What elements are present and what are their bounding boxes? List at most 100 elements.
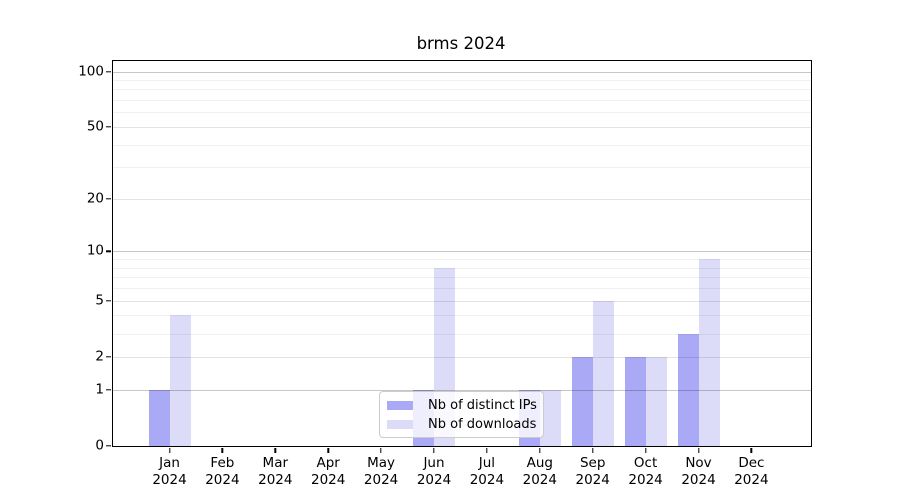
gridline-6	[113, 288, 811, 290]
month-name: Mar	[262, 455, 289, 471]
month-name: Jul	[478, 455, 496, 471]
y-tick-label-50: 50	[86, 118, 104, 135]
gridline-1	[113, 389, 811, 391]
month-name: Dec	[738, 455, 765, 471]
y-tick-label-100: 100	[78, 62, 104, 79]
y-tick-50	[106, 126, 111, 128]
plot-area: 0 1 2 5 10 20 50 100 Jan 2024 Feb 2024 Mar 2024 Apr 202…	[78, 60, 812, 488]
month-year: 2024	[575, 472, 610, 488]
gridline-30	[113, 167, 811, 169]
gridline-60	[113, 112, 811, 114]
y-tick-2	[106, 356, 111, 358]
x-tick-nov	[697, 448, 700, 453]
y-tick-20	[106, 198, 111, 200]
y-tick-100	[106, 70, 111, 73]
y-tick-5	[106, 299, 111, 302]
x-tick-jun	[433, 448, 435, 453]
gridline-3	[113, 333, 811, 335]
gridline-100	[113, 71, 811, 73]
gridline-50	[113, 126, 811, 128]
x-tick-label-may: May 2024	[364, 455, 398, 489]
axis-layer: 0 1 2 5 10 20 50 100 Jan 2024 Feb 2024 Mar 2024 Apr 202…	[78, 61, 811, 488]
chart-title: brms 2024	[416, 34, 506, 53]
x-tick-label-oct: Oct 2024	[628, 455, 662, 489]
gridline-5	[113, 300, 811, 302]
month-name: Jun	[423, 455, 445, 471]
y-tick-label-1: 1	[95, 381, 104, 397]
x-tick-sep	[591, 448, 594, 453]
month-year: 2024	[734, 472, 769, 488]
x-tick-feb	[221, 448, 224, 453]
month-year: 2024	[681, 472, 716, 488]
month-name: May	[367, 455, 396, 471]
legend-swatch-distinct-ips	[387, 400, 413, 410]
x-tick-label-nov: Nov 2024	[681, 455, 715, 489]
month-name: Feb	[210, 455, 235, 471]
month-year: 2024	[469, 472, 505, 488]
gridline-70	[113, 100, 811, 102]
x-tick-apr	[327, 448, 329, 453]
month-name: Oct	[633, 455, 658, 471]
y-tick-0	[106, 445, 111, 447]
bar-nov-distinct-ips	[677, 333, 699, 446]
gridline-80	[113, 89, 811, 91]
grid-layer	[113, 61, 811, 446]
gridline-2	[113, 356, 811, 358]
legend-swatch-downloads	[387, 419, 413, 429]
x-tick-oct	[644, 448, 647, 453]
month-name: Sep	[579, 455, 606, 471]
month-year: 2024	[205, 472, 240, 488]
y-tick-label-10: 10	[86, 242, 104, 259]
y-tick-10	[106, 250, 111, 253]
bars-layer	[113, 61, 811, 446]
bar-oct-distinct-ips	[624, 356, 646, 446]
x-tick-dec	[750, 448, 753, 453]
y-tick-label-0: 0	[95, 437, 104, 454]
x-tick-label-jan: Jan 2024	[152, 455, 186, 489]
month-year: 2024	[416, 472, 452, 488]
x-tick-aug	[539, 448, 541, 453]
y-tick-label-2: 2	[95, 348, 104, 365]
gridline-90	[113, 79, 811, 81]
gridline-7	[113, 277, 811, 279]
x-tick-jul	[486, 448, 488, 453]
x-tick-label-feb: Feb 2024	[205, 455, 239, 489]
bar-sep-distinct-ips	[571, 356, 593, 446]
gridline-20	[113, 198, 811, 200]
x-tick-label-sep: Sep 2024	[576, 455, 610, 489]
month-year: 2024	[522, 472, 557, 488]
bar-sep-downloads	[592, 300, 614, 446]
gridline-10	[113, 251, 811, 253]
x-tick-jan	[168, 448, 171, 453]
x-tick-may	[380, 448, 382, 453]
x-tick-label-mar: Mar 2024	[258, 455, 292, 489]
bar-oct-downloads	[645, 356, 667, 446]
month-name: Apr	[316, 455, 340, 471]
y-tick-label-20: 20	[86, 190, 104, 207]
legend-label-distinct-ips: Nb of distinct IPs	[428, 397, 537, 413]
month-year: 2024	[311, 472, 346, 488]
x-tick-label-jul: Jul 2024	[470, 455, 504, 489]
month-name: Aug	[526, 455, 553, 471]
month-year: 2024	[628, 472, 663, 488]
y-tick-1	[106, 389, 111, 391]
legend-label-downloads: Nb of downloads	[428, 416, 537, 432]
month-year: 2024	[363, 472, 399, 488]
month-name: Jan	[159, 455, 180, 471]
bar-nov-downloads	[698, 259, 720, 446]
gridline-8	[113, 267, 811, 269]
x-tick-label-jun: Jun 2024	[417, 455, 451, 489]
gridline-9	[113, 259, 811, 261]
x-tick-mar	[274, 448, 276, 453]
bar-jan-downloads	[169, 315, 191, 446]
gridline-40	[113, 144, 811, 146]
legend-item-distinct-ips: Nb of distinct IPs	[387, 398, 543, 413]
legend: Nb of distinct IPs Nb of downloads	[379, 391, 544, 438]
bar-jan-distinct-ips	[148, 389, 170, 446]
legend-item-downloads: Nb of downloads	[387, 417, 543, 432]
gridline-4	[113, 315, 811, 317]
x-tick-label-dec: Dec 2024	[734, 455, 768, 489]
month-year: 2024	[258, 472, 293, 488]
bar-aug-downloads	[539, 389, 561, 446]
